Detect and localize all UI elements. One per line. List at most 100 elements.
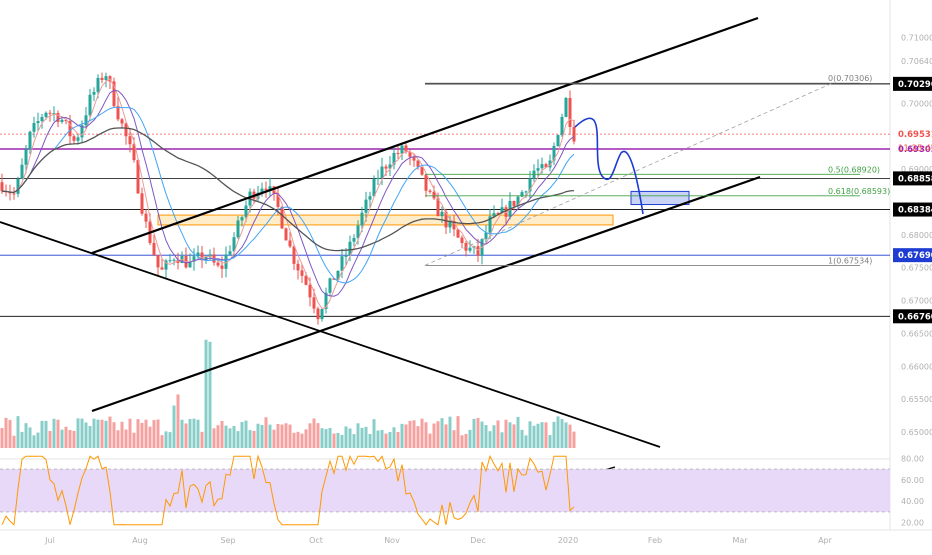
volume-bar xyxy=(308,423,312,448)
rsi-pane: 80.00 60.00 40.00 20.00 xyxy=(0,454,924,528)
rsi-tick-label: 20.00 xyxy=(901,519,924,528)
candle-body xyxy=(216,262,220,266)
candle-body xyxy=(452,221,456,230)
candle-body xyxy=(276,193,280,208)
volume-bar xyxy=(368,434,372,448)
candle-body xyxy=(448,221,452,228)
candle-body xyxy=(396,152,400,154)
candle-body xyxy=(36,121,40,124)
volume-bar xyxy=(524,435,528,448)
candle-body xyxy=(324,292,328,310)
candles xyxy=(0,72,576,325)
volume-bar xyxy=(56,419,60,448)
fib-level-label: 1(0.67534) xyxy=(828,256,872,265)
price-label-text: 0.70296 xyxy=(898,80,932,90)
candle-body xyxy=(428,190,432,192)
volume-bar xyxy=(256,423,260,448)
volume-bar xyxy=(260,424,264,448)
volume-bar xyxy=(332,433,336,448)
candle-body xyxy=(572,126,576,142)
price-label-box xyxy=(893,142,932,157)
candle-body xyxy=(192,256,196,262)
volume-bar xyxy=(216,425,220,448)
price-label-box xyxy=(893,127,932,142)
volume-bar xyxy=(388,431,392,448)
forecast-curve xyxy=(574,117,644,215)
volume-bar xyxy=(296,431,300,448)
candle-body xyxy=(356,225,360,238)
candle-body xyxy=(548,160,552,168)
candle-body xyxy=(136,160,140,194)
candle-body xyxy=(224,254,228,269)
candle-body xyxy=(556,135,560,147)
volume-bar xyxy=(12,435,16,448)
volume-bar xyxy=(152,420,156,448)
channel-upper-line xyxy=(91,16,759,255)
candle-body xyxy=(520,192,524,197)
candle-body xyxy=(24,149,28,165)
fib-retracement: 0(0.70306) 0.5(0.68920) 0.618(0.68593) 1(0.… xyxy=(424,74,890,266)
volume-bar xyxy=(52,418,56,448)
volume-bar xyxy=(316,423,320,448)
candle-body xyxy=(332,278,336,280)
candle-body xyxy=(400,145,404,154)
candle-body xyxy=(540,164,544,169)
candle-body xyxy=(152,242,156,256)
volume-bar xyxy=(448,416,452,448)
volume-bar xyxy=(48,431,52,448)
volume-bar xyxy=(120,421,124,448)
price-tick-label: 0.65500 xyxy=(901,395,932,404)
volume-bar xyxy=(288,424,292,448)
candle-body xyxy=(328,278,332,293)
price-tick-label: 0.66500 xyxy=(901,329,932,338)
fib-level-label: 0.5(0.68920) xyxy=(828,165,880,174)
candle-body xyxy=(344,255,348,257)
candle-body xyxy=(228,251,232,255)
countdown-label: 11:25:47 xyxy=(898,144,932,154)
volume-bar xyxy=(188,418,192,448)
candle-body xyxy=(220,265,224,269)
candle-body xyxy=(408,152,412,157)
fib-diagonal xyxy=(424,82,833,266)
volume-bar xyxy=(440,418,444,448)
rsi-line xyxy=(1,454,575,526)
fib-level-label: 0.618(0.68593) xyxy=(828,187,890,196)
volume-bar xyxy=(396,432,400,448)
volume-bar xyxy=(528,421,532,448)
volume-bar xyxy=(536,423,540,448)
price-tick-label: 0.70640 xyxy=(901,57,932,66)
candle-body xyxy=(128,136,132,145)
volume-bar xyxy=(28,427,32,448)
moving-average-1 xyxy=(1,78,575,310)
candle-body xyxy=(368,196,372,200)
volume-bar xyxy=(464,433,468,448)
volume-bar xyxy=(400,423,404,448)
volume-bar xyxy=(548,435,552,448)
candle-body xyxy=(412,156,416,161)
volume-bar xyxy=(36,432,40,448)
time-tick-label: Jul xyxy=(44,536,55,545)
candle-body xyxy=(492,213,496,217)
price-label-text: 0.68858 xyxy=(898,174,932,184)
volume-bar xyxy=(352,434,356,448)
time-tick-label: Apr xyxy=(818,536,833,545)
candle-body xyxy=(320,309,324,320)
volume-bar xyxy=(244,420,248,448)
time-tick-label: 2020 xyxy=(558,536,578,545)
candle-body xyxy=(196,252,200,257)
volume-bar xyxy=(208,341,212,448)
volume-bar xyxy=(372,419,376,448)
volume-bar xyxy=(212,428,216,448)
volume-bar xyxy=(232,426,236,448)
volume-bar xyxy=(292,432,296,448)
volume-bar xyxy=(504,419,508,448)
candle-body xyxy=(300,270,304,276)
volume-bar xyxy=(312,418,316,448)
volume-bar xyxy=(264,417,268,448)
candle-body xyxy=(132,144,136,161)
candle-body xyxy=(360,212,364,226)
candle-body xyxy=(468,247,472,251)
candle-body xyxy=(244,205,248,218)
